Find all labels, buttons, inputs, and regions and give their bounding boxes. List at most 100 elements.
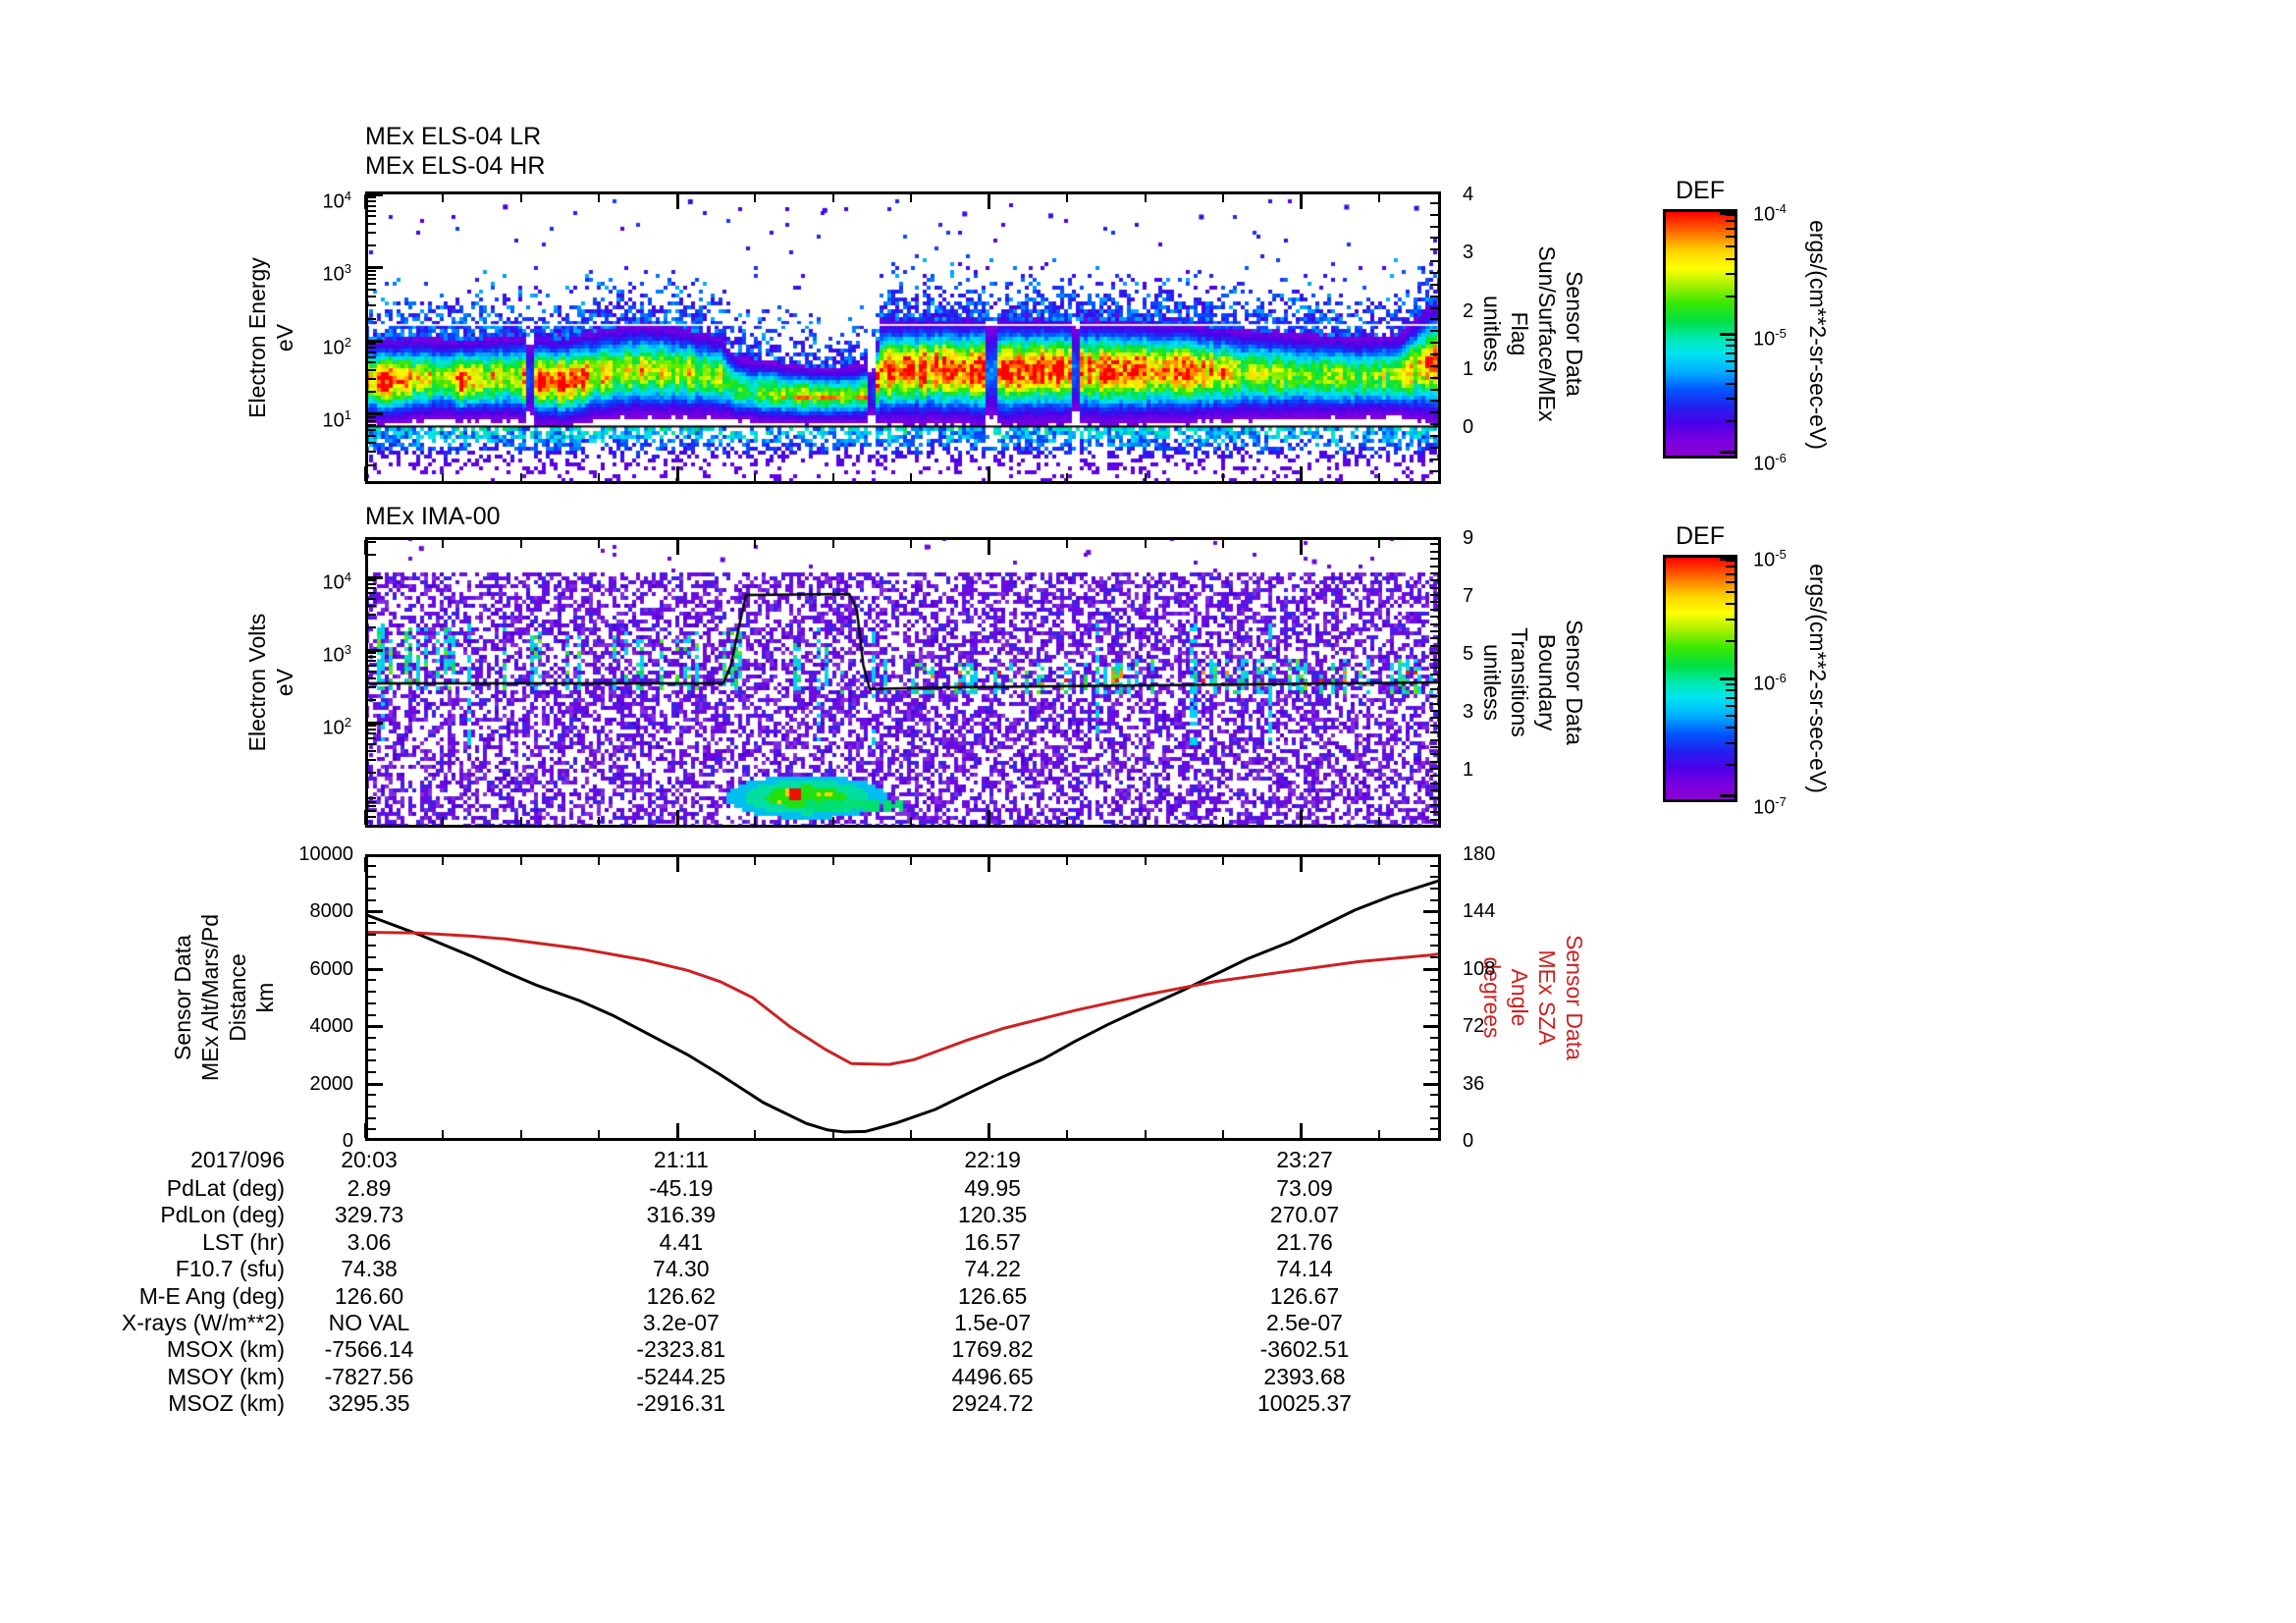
axis-tick — [368, 933, 376, 936]
eph-right-tick-label: 144 — [1463, 900, 1496, 923]
axis-tick — [1430, 446, 1438, 449]
axis-tick — [988, 857, 991, 872]
ima-spectrogram — [365, 537, 1441, 828]
axis-tick — [368, 288, 376, 291]
els-y-axis-label-line1: Electron Energy — [244, 257, 270, 418]
axis-tick — [368, 670, 376, 673]
table-cell: 10025.37 — [1257, 1390, 1352, 1417]
axis-tick — [1726, 227, 1735, 230]
els-ytick-label: 102 — [322, 334, 351, 359]
axis-tick — [368, 910, 383, 914]
axis-tick — [1144, 1130, 1147, 1138]
els-right-tick-label: 2 — [1463, 299, 1474, 322]
axis-tick — [368, 876, 376, 879]
table-cell: 73.09 — [1276, 1175, 1333, 1201]
eph-y-axis-label-line2: MEx Alt/Mars/Pd — [197, 914, 223, 1081]
eph-ytick-label: 10000 — [298, 843, 353, 865]
axis-tick — [368, 655, 376, 658]
eph-right-tick-label: 0 — [1463, 1130, 1474, 1152]
table-row-label: X-rays (W/m**2) — [121, 1310, 285, 1335]
axis-tick — [754, 817, 757, 825]
axis-tick — [1430, 1013, 1438, 1016]
axis-tick — [368, 429, 376, 431]
axis-tick — [1299, 194, 1303, 209]
axis-tick — [1726, 714, 1735, 717]
axis-tick — [368, 355, 376, 358]
axis-tick — [1726, 682, 1735, 685]
table-cell: 3.2e-07 — [642, 1310, 720, 1335]
axis-tick — [1430, 666, 1438, 669]
axis-tick — [1430, 629, 1438, 632]
axis-tick — [368, 412, 383, 416]
table-cell: -5244.25 — [636, 1363, 726, 1389]
eph-y-axis-label-line1: Sensor Data — [170, 935, 195, 1060]
axis-tick — [1726, 580, 1735, 583]
axis-tick — [1299, 1123, 1303, 1138]
eph-ytick-label: 6000 — [309, 957, 354, 980]
axis-tick — [1430, 388, 1438, 391]
axis-tick — [1430, 272, 1438, 275]
x-axis-time-label: 23:27 — [1276, 1147, 1333, 1172]
axis-tick — [368, 587, 376, 590]
axis-tick — [1144, 194, 1147, 202]
axis-tick — [1430, 213, 1438, 216]
axis-tick — [1430, 979, 1438, 982]
els-right-axis-label-line1: Sensor Data — [1562, 271, 1587, 397]
axis-tick — [1430, 550, 1438, 553]
axis-tick — [1430, 818, 1438, 821]
axis-tick — [1430, 945, 1438, 947]
axis-tick — [1726, 764, 1735, 767]
axis-tick — [368, 797, 376, 800]
axis-tick — [368, 343, 376, 346]
axis-tick — [1430, 789, 1438, 792]
axis-tick — [1430, 991, 1438, 994]
axis-tick — [368, 728, 376, 730]
axis-tick — [910, 194, 913, 202]
axis-tick — [1144, 473, 1147, 481]
ima-right-tick-label: 3 — [1463, 700, 1474, 723]
colorbar1-title: DEF — [1676, 177, 1725, 204]
axis-tick — [1430, 1116, 1438, 1119]
axis-tick — [1430, 201, 1438, 204]
axis-tick — [519, 194, 522, 202]
axis-tick — [1720, 794, 1735, 797]
axis-tick — [368, 1048, 376, 1051]
colorbar-tick-label: 10-5 — [1753, 547, 1787, 571]
axis-tick — [368, 434, 376, 437]
axis-tick — [1430, 579, 1438, 582]
axis-tick — [368, 864, 376, 867]
x-axis-time-label: 21:11 — [653, 1147, 709, 1172]
axis-tick — [675, 810, 679, 825]
axis-tick — [368, 209, 376, 212]
table-cell: 74.14 — [1276, 1256, 1333, 1282]
axis-tick — [364, 857, 367, 872]
axis-tick — [1430, 225, 1438, 228]
axis-tick — [1726, 419, 1735, 422]
series-sza — [365, 931, 1441, 1066]
axis-tick — [368, 269, 376, 272]
axis-tick — [1726, 603, 1735, 606]
axis-tick — [1430, 260, 1438, 263]
axis-tick — [368, 196, 376, 199]
axis-tick — [368, 1001, 376, 1004]
table-cell: 329.73 — [334, 1202, 404, 1228]
axis-tick — [1430, 586, 1438, 589]
table-cell: -2323.81 — [636, 1336, 726, 1363]
series-altitude — [365, 878, 1441, 1134]
axis-tick — [368, 605, 376, 608]
axis-tick — [1430, 898, 1438, 901]
colorbar-tick-label: 10-4 — [1753, 201, 1787, 226]
els-right-tick-label: 1 — [1463, 357, 1474, 380]
axis-tick — [1430, 876, 1438, 879]
axis-tick — [368, 231, 376, 234]
axis-tick — [1430, 283, 1438, 286]
axis-tick — [1726, 360, 1735, 363]
axis-tick — [1430, 318, 1438, 321]
table-cell: 1.5e-07 — [954, 1310, 1032, 1335]
axis-tick — [368, 361, 376, 364]
axis-tick — [1430, 674, 1438, 676]
axis-tick — [442, 194, 445, 202]
axis-tick — [1430, 644, 1438, 647]
axis-tick — [675, 540, 679, 555]
